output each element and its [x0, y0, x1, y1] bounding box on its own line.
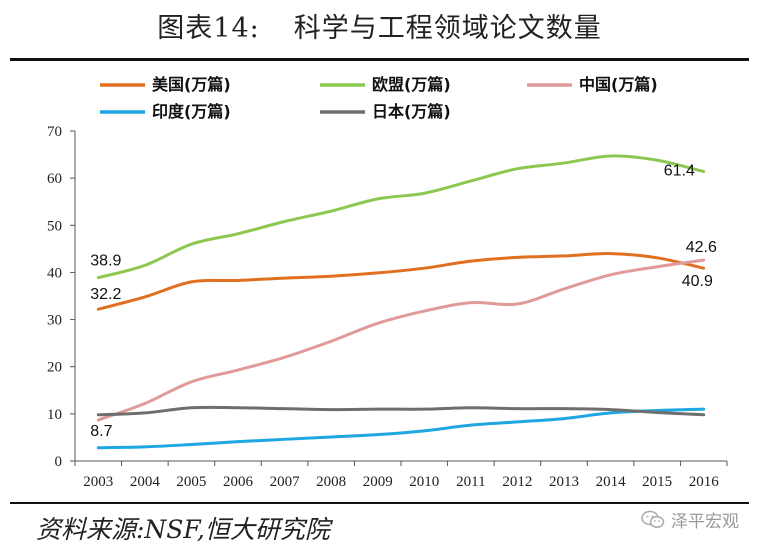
- x-tick-label: 2012: [502, 474, 532, 490]
- wechat-icon: [641, 510, 665, 528]
- series-line-4: [96, 405, 706, 417]
- legend-label-4: 日本(万篇): [372, 102, 451, 121]
- x-tick-label: 2004: [130, 474, 161, 490]
- x-tick-label: 2010: [409, 474, 439, 490]
- x-tick-label: 2007: [270, 474, 301, 490]
- data-label: 38.9: [90, 253, 121, 270]
- data-label: 40.9: [682, 273, 713, 290]
- x-tick-label: 2005: [176, 474, 206, 490]
- data-label: 42.6: [686, 239, 717, 256]
- data-label: 32.2: [90, 286, 121, 303]
- legend: 美国(万篇) 欧盟(万篇) 中国(万篇) 印度(万篇) 日本(万篇): [100, 75, 658, 121]
- top-rule: [10, 58, 749, 61]
- legend-label-0: 美国(万篇): [152, 75, 231, 94]
- legend-label-2: 中国(万篇): [579, 75, 658, 94]
- legend-label-3: 印度(万篇): [152, 102, 231, 121]
- x-tick-label: 2009: [363, 474, 393, 490]
- series-line-2: [96, 258, 706, 422]
- brand-watermark: 泽平宏观: [641, 507, 739, 532]
- y-tick-label: 60: [47, 171, 62, 187]
- x-tick-label: 2015: [642, 474, 672, 490]
- figure-label: 图表14:: [157, 13, 260, 44]
- y-tick-label: 20: [47, 360, 62, 376]
- axes: 0 10 20 30 40 50 60 70 2003 2004 2005 2006 2007 2008 2…: [47, 124, 728, 490]
- x-tick-label: 2008: [316, 474, 346, 490]
- bottom-rule: [10, 502, 749, 504]
- y-tick-label: 0: [55, 454, 63, 470]
- series-line-0: [96, 252, 706, 311]
- brand-text: 泽平宏观: [671, 512, 739, 532]
- y-tick-label: 30: [47, 313, 62, 329]
- series-line-3: [96, 407, 706, 450]
- figure-title: 图表14: 科学与工程领域论文数量: [0, 6, 759, 45]
- series-line-1: [96, 154, 706, 280]
- y-tick-label: 50: [47, 218, 62, 234]
- y-tick-label: 40: [47, 265, 62, 281]
- x-tick-label: 2003: [83, 474, 113, 490]
- data-labels: 38.9 32.2 8.7 61.4 42.6 40.9: [90, 163, 717, 440]
- data-label: 61.4: [664, 163, 695, 180]
- source-note: 资料来源:NSF,恒大研究院: [36, 515, 330, 544]
- legend-label-1: 欧盟(万篇): [372, 75, 451, 94]
- data-label: 8.7: [90, 423, 112, 440]
- x-tick-label: 2011: [456, 474, 485, 490]
- x-tick-label: 2006: [223, 474, 254, 490]
- series-lines: [96, 154, 706, 450]
- x-tick-label: 2014: [596, 474, 627, 490]
- y-tick-label: 70: [47, 124, 62, 140]
- x-tick-label: 2016: [689, 474, 720, 490]
- figure-title-text: 科学与工程领域论文数量: [293, 13, 602, 44]
- y-tick-label: 10: [47, 407, 62, 423]
- x-tick-label: 2013: [549, 474, 579, 490]
